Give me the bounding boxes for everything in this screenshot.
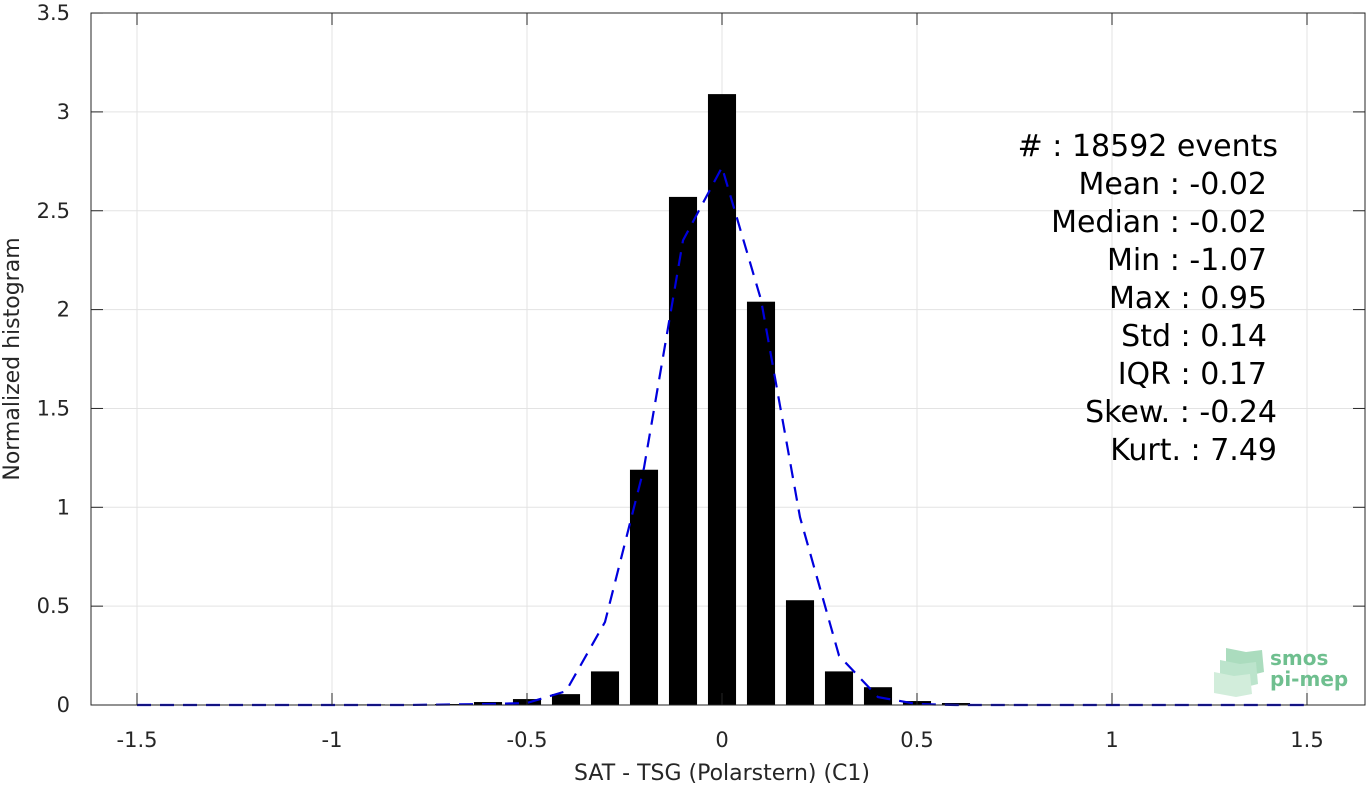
x-tick-label: -1.5 xyxy=(117,728,158,752)
stat-median: Median : -0.02 xyxy=(1051,205,1267,240)
histogram-bar xyxy=(707,94,737,706)
x-tick-label: 0.5 xyxy=(900,728,933,752)
y-tick-label: 1 xyxy=(57,495,70,519)
axis-ticks xyxy=(91,12,1365,706)
stat-skew: Skew. : -0.24 xyxy=(1085,395,1277,430)
y-tick-label: 2.5 xyxy=(37,199,70,223)
x-tick-label: -1 xyxy=(322,728,343,752)
histogram-bar xyxy=(590,671,620,705)
x-tick-label: 1 xyxy=(1105,728,1118,752)
stats-box: # : 18592 events Mean : -0.02 Median : -… xyxy=(1018,129,1278,468)
histogram-bar xyxy=(824,671,854,705)
stat-kurt: Kurt. : 7.49 xyxy=(1110,433,1277,468)
stat-max: Max : 0.95 xyxy=(1109,281,1267,316)
x-tick-label: 0 xyxy=(715,728,728,752)
y-axis-label: Normalized histogram xyxy=(0,237,25,480)
y-tick-label: 1.5 xyxy=(37,396,70,420)
stat-min: Min : -1.07 xyxy=(1107,243,1267,278)
y-tick-label: 0 xyxy=(57,693,70,717)
x-axis-label: SAT - TSG (Polarstern) (C1) xyxy=(574,761,870,785)
bar-series xyxy=(278,94,1088,706)
histogram-bar xyxy=(785,600,815,705)
x-tick-labels: -1.5 -1 -0.5 0 0.5 1 1.5 xyxy=(117,728,1324,752)
y-tick-label: 3.5 xyxy=(37,1,70,25)
stat-mean: Mean : -0.02 xyxy=(1078,167,1267,202)
x-tick-label: 1.5 xyxy=(1290,728,1323,752)
histogram-bar xyxy=(551,694,581,705)
y-tick-label: 0.5 xyxy=(37,594,70,618)
histogram-bar xyxy=(746,301,776,705)
stat-std: Std : 0.14 xyxy=(1121,319,1267,354)
logo-mark-icon xyxy=(1214,648,1264,697)
stat-iqr: IQR : 0.17 xyxy=(1118,357,1267,392)
plot-frame xyxy=(90,12,1366,706)
logo-text-smos: smos xyxy=(1270,646,1328,670)
y-tick-label: 2 xyxy=(57,298,70,322)
y-tick-labels: 0 0.5 1 1.5 2 2.5 3 3.5 xyxy=(37,1,70,717)
logo-text-pimep: pi-mep xyxy=(1270,667,1348,691)
smos-pi-mep-logo: smos pi-mep xyxy=(1214,646,1348,697)
stat-events: # : 18592 events xyxy=(1018,129,1278,164)
x-tick-label: -0.5 xyxy=(507,728,548,752)
histogram-bar xyxy=(668,196,698,705)
y-tick-label: 3 xyxy=(57,100,70,124)
